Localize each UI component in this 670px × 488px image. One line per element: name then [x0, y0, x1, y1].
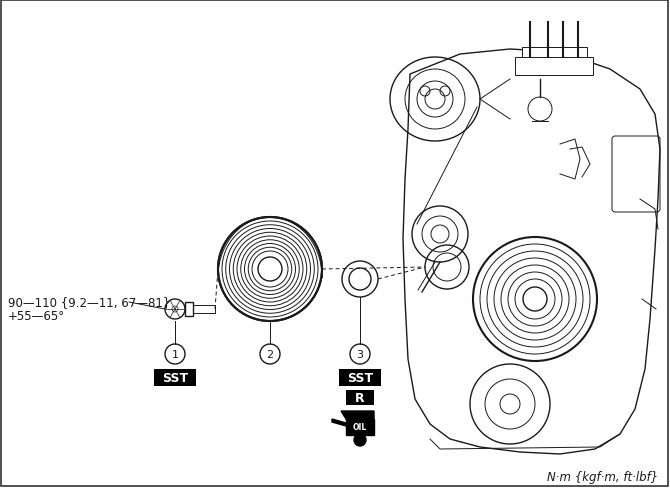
- Bar: [339, 369, 381, 386]
- Text: SST: SST: [347, 371, 373, 384]
- Circle shape: [165, 299, 185, 319]
- Circle shape: [500, 394, 520, 414]
- Circle shape: [349, 268, 371, 290]
- Text: 2: 2: [267, 349, 273, 359]
- Text: R: R: [355, 391, 364, 404]
- Polygon shape: [341, 411, 374, 419]
- Bar: [515, 58, 593, 76]
- Text: N·m {kgf·m, ft·lbf}: N·m {kgf·m, ft·lbf}: [547, 470, 658, 484]
- Text: SST: SST: [162, 371, 188, 384]
- Bar: [346, 419, 374, 435]
- Text: OIL: OIL: [353, 423, 367, 431]
- Circle shape: [342, 262, 378, 297]
- Bar: [522, 48, 587, 60]
- Text: 1: 1: [172, 349, 178, 359]
- Circle shape: [354, 434, 366, 446]
- Circle shape: [165, 345, 185, 364]
- Circle shape: [260, 345, 280, 364]
- Bar: [185, 303, 193, 316]
- Text: 3: 3: [356, 349, 364, 359]
- Circle shape: [523, 287, 547, 311]
- Circle shape: [350, 345, 370, 364]
- Text: 90—110 {9.2—11, 67—81}: 90—110 {9.2—11, 67—81}: [8, 296, 170, 309]
- Bar: [346, 390, 374, 405]
- Text: +55—65°: +55—65°: [8, 309, 65, 322]
- Circle shape: [258, 258, 282, 282]
- Bar: [154, 369, 196, 386]
- Polygon shape: [332, 419, 346, 426]
- Circle shape: [218, 218, 322, 321]
